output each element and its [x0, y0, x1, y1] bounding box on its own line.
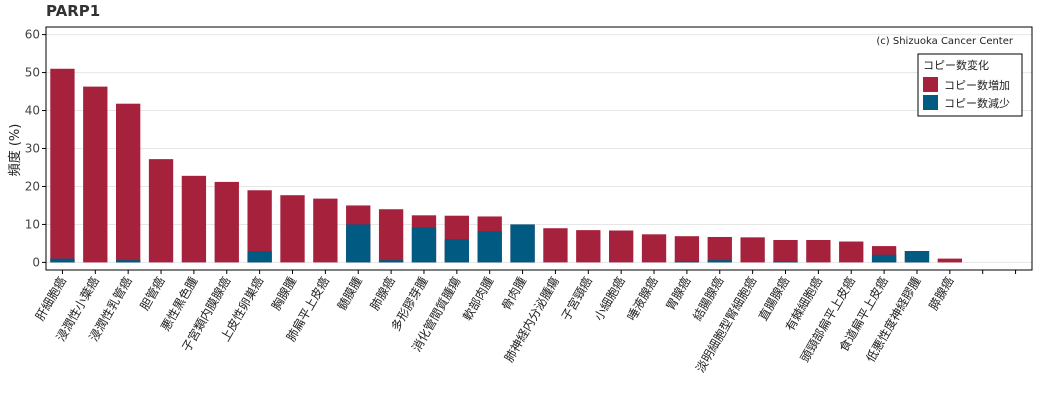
legend-title: コピー数変化	[923, 58, 989, 72]
bar-loss	[904, 251, 930, 263]
grid-layer	[46, 34, 1032, 263]
x-tick-label: 子宮頸癌	[558, 274, 595, 323]
bar-gain	[214, 181, 239, 263]
bar-loss	[871, 254, 897, 263]
x-tick-label: 肝細胞癌	[32, 274, 69, 323]
bar-gain	[839, 241, 864, 263]
bar-gain	[576, 230, 601, 263]
x-tick-label: 胸腺腫	[268, 274, 299, 313]
bar-gain	[609, 230, 634, 263]
x-tick-label: 胆管癌	[137, 274, 168, 313]
bar-gain	[543, 228, 568, 263]
bar-gain	[181, 175, 207, 263]
y-tick-label: 50	[25, 66, 40, 80]
legend-label-loss: コピー数減少	[944, 96, 1010, 110]
x-tick-label: 骨肉腫	[499, 275, 529, 313]
x-tick-label: 唾液腺癌	[624, 274, 661, 323]
bars-layer	[50, 68, 962, 263]
x-tick-label: 胃腺癌	[662, 274, 693, 313]
bar-gain	[148, 159, 174, 263]
x-tick-label: 軟部肉腫	[459, 274, 496, 323]
bar-gain	[740, 237, 765, 263]
bar-loss	[477, 231, 502, 263]
bar-loss	[346, 224, 371, 263]
bar-gain	[247, 190, 272, 263]
bar-gain	[806, 240, 831, 263]
bar-gain	[773, 240, 798, 263]
bar-loss	[707, 260, 732, 263]
bar-loss	[116, 260, 141, 263]
legend-label-gain: コピー数増加	[944, 79, 1010, 92]
x-tick-label: 髄膜腫	[334, 274, 365, 313]
legend-swatch-gain	[923, 77, 938, 92]
bar-gain	[116, 103, 141, 263]
bar-gain	[937, 258, 962, 263]
y-tick-label: 60	[25, 28, 40, 42]
y-tick-label: 20	[25, 179, 40, 193]
legend-swatch-loss	[923, 95, 938, 110]
y-axis-title: 頻度 (%)	[7, 124, 23, 177]
bar-gain	[378, 209, 404, 263]
x-tick-label: 小細胞癌	[591, 274, 628, 323]
bar-loss	[510, 224, 535, 263]
bar-gain	[641, 234, 667, 263]
y-tick-label: 10	[25, 217, 40, 231]
bar-gain	[313, 198, 338, 263]
copyright-note: (c) Shizuoka Cancer Center	[876, 36, 1014, 47]
bar-gain	[707, 236, 732, 263]
x-tick-label: 淡明細胞型腎細胞癌	[692, 274, 759, 375]
bar-gain	[50, 68, 75, 263]
bar-loss	[247, 251, 272, 263]
y-tick-label: 30	[25, 142, 40, 156]
x-tick-label: 肺腺癌	[367, 274, 398, 313]
y-tick-label: 0	[32, 255, 40, 269]
bar-gain	[280, 195, 305, 263]
x-tick-label: 膵腺癌	[925, 274, 956, 313]
bar-loss	[50, 258, 75, 263]
x-tick-label: 結腸腺癌	[689, 274, 726, 323]
bar-loss	[773, 261, 798, 263]
chart-title: PARP1	[46, 2, 101, 20]
bar-loss	[444, 239, 469, 263]
bar-loss	[674, 261, 700, 263]
y-axis: 0 10 20 30 40 50 60	[25, 28, 46, 269]
y-tick-label: 40	[25, 104, 40, 118]
bar-loss	[378, 260, 404, 263]
x-tick-label: 直腸腺癌	[755, 274, 792, 323]
bar-gain	[83, 86, 108, 263]
legend: コピー数変化 コピー数増加 コピー数減少	[917, 53, 1023, 117]
bar-gain	[674, 236, 700, 263]
bar-loss	[411, 227, 437, 263]
